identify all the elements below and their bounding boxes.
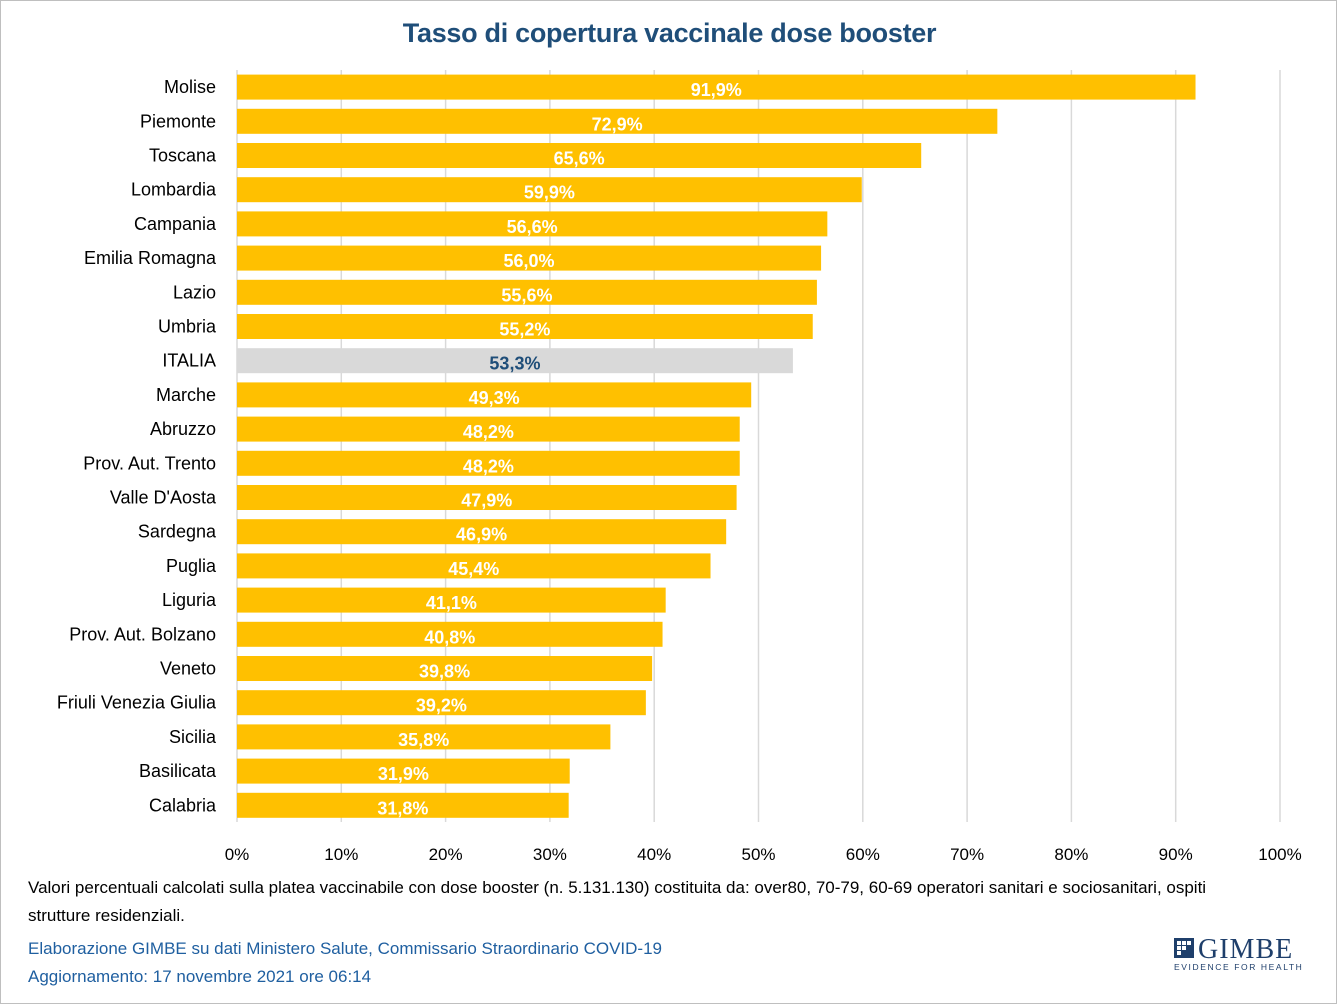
category-label: Sardegna [138,522,217,542]
data-label: 72,9% [592,114,643,134]
category-label: Basilicata [139,761,217,781]
bar [237,758,570,784]
data-label: 47,9% [461,491,512,511]
source-credit: Elaborazione GIMBE su dati Ministero Sal… [28,939,662,958]
category-label: Toscana [149,146,217,166]
bar [237,621,663,647]
bar [237,485,737,510]
bar [237,553,711,579]
category-label: Emilia Romagna [84,248,217,268]
data-label: 35,8% [398,730,449,750]
gimbe-logo-icon [1174,938,1194,958]
data-label: 91,9% [691,80,742,100]
x-tick-label: 70% [950,845,984,864]
bar [237,690,646,716]
x-tick-label: 90% [1159,845,1193,864]
x-tick-label: 20% [429,845,463,864]
bar [237,177,862,203]
data-label: 45,4% [448,559,499,579]
bar [237,450,740,476]
data-label: 31,8% [377,798,428,818]
category-label: Prov. Aut. Bolzano [69,624,216,644]
data-label: 46,9% [456,525,507,545]
bar [237,519,727,545]
bar [237,656,653,681]
gimbe-logo: GIMBE EVIDENCE FOR HEALTH [1168,934,1313,974]
x-tick-label: 100% [1258,845,1301,864]
data-label: 55,2% [499,320,550,340]
bar [237,348,793,374]
data-label: 31,9% [378,764,429,784]
bar [237,416,740,442]
x-tick-label: 0% [225,845,250,864]
data-label: 65,6% [554,149,605,169]
data-label: 49,3% [469,388,520,408]
bar [237,211,828,237]
bar [237,143,922,168]
footnote: Valori percentuali calcolati sulla plate… [28,878,1207,925]
x-tick-label: 10% [324,845,358,864]
category-label: Veneto [160,659,216,679]
category-label: Friuli Venezia Giulia [57,693,217,713]
logo-tagline: EVIDENCE FOR HEALTH [1174,962,1304,972]
category-label: Lombardia [131,180,217,200]
x-tick-label: 60% [846,845,880,864]
data-label: 39,2% [416,696,467,716]
category-label: Molise [164,77,216,97]
x-tick-label: 80% [1054,845,1088,864]
category-label: Valle D'Aosta [110,488,217,508]
data-label: 48,2% [463,422,514,442]
bar [237,314,813,339]
data-label: 41,1% [426,593,477,613]
x-tick-label: 50% [741,845,775,864]
category-label: Piemonte [140,111,216,131]
category-label: ITALIA [162,351,216,371]
data-label: 56,6% [507,217,558,237]
logo-wordmark: GIMBE [1198,934,1294,965]
bar [237,108,998,134]
x-tick-label: 30% [533,845,567,864]
data-label: 53,3% [489,354,540,374]
chart-title: Tasso di copertura vaccinale dose booste… [402,18,937,48]
bar [237,245,822,271]
data-label: 48,2% [463,456,514,476]
bar [237,792,569,818]
bar-chart: 0% 10% 20% 30% 40% 50% 60% 70% 80% 90% 100% Molise 9… [57,70,1302,864]
bar [237,724,611,750]
category-label: Puglia [166,556,217,576]
category-label: Abruzzo [150,419,216,439]
data-label: 56,0% [504,251,555,271]
category-label: Calabria [149,795,217,815]
category-label: Umbria [158,317,217,337]
x-tick-label: 40% [637,845,671,864]
bar [237,587,666,613]
bar [237,382,752,408]
category-label: Prov. Aut. Trento [83,453,216,473]
category-label: Lazio [173,282,216,302]
data-label: 39,8% [419,662,470,682]
data-label: 40,8% [424,627,475,647]
bar [237,74,1196,100]
data-label: 59,9% [524,183,575,203]
update-timestamp: Aggiornamento: 17 novembre 2021 ore 06:1… [28,967,372,986]
category-label: Sicilia [169,727,217,747]
bar [237,279,817,305]
category-label: Marche [156,385,216,405]
category-label: Liguria [162,590,217,610]
data-label: 55,6% [501,285,552,305]
category-label: Campania [134,214,217,234]
